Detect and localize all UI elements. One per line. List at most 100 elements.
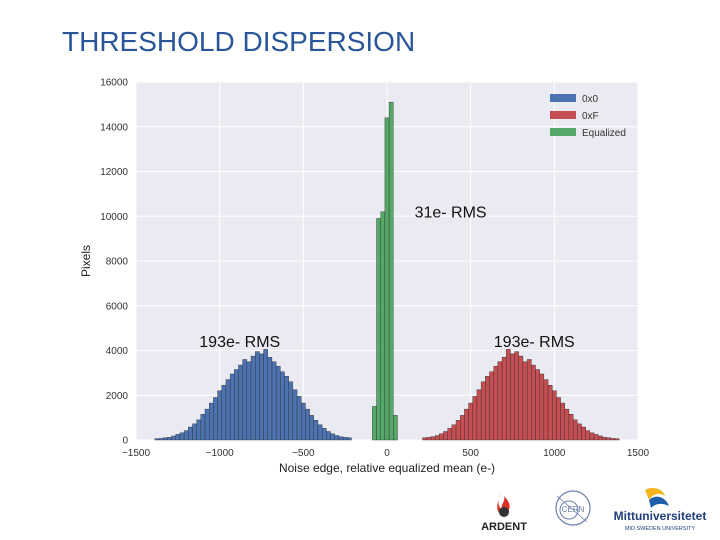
bar-0x0 [217,390,222,441]
bar-0xf [556,397,561,441]
bar-0x0 [196,419,202,441]
bar-0xf [493,365,499,441]
bar-0xf [598,435,603,441]
bar-0x0 [321,428,327,441]
legend-swatch-equalized [550,128,576,136]
legend: 0x0 0xF Equalized [550,94,626,139]
cern-logo: CERN [555,490,591,526]
tick-labels: 0200040006000800010000120001400016000−15… [100,78,649,460]
bar-0x0 [179,432,185,441]
x-tick-label: 0 [384,448,390,459]
bar-0x0 [213,397,218,441]
bar-0xf [439,433,444,441]
bar-0xf [531,364,536,441]
bar-0x0 [238,364,243,441]
bar-0x0 [167,437,172,441]
bar-0xf [543,379,549,441]
annotation-equalized-rms: 31e- RMS [415,204,487,221]
bar-0xf [589,432,595,441]
y-axis-label: Pixels [79,245,93,277]
bar-equalized [380,211,386,441]
bar-0x0 [330,433,335,441]
legend-label-0x0: 0x0 [582,94,599,105]
bar-equalized [372,406,377,441]
annotation-0x0-rms: 193e- RMS [199,334,280,351]
bar-0x0 [171,435,176,441]
bar-0xf [506,349,511,441]
bar-0xf [581,426,586,441]
legend-label-0xf: 0xF [582,111,599,122]
bar-0x0 [242,359,248,441]
bar-0xf [552,390,557,441]
legend-swatch-0xf [550,111,576,119]
bar-0x0 [301,402,306,441]
miun-sub: MID SWEDEN UNIVERSITY [625,526,696,532]
y-tick-label: 14000 [100,122,128,133]
bar-0xf [422,437,427,441]
bar-0xf [610,438,616,441]
y-tick-label: 0 [122,436,128,447]
y-tick-label: 16000 [100,78,128,89]
bar-0x0 [292,389,298,441]
bar-0xf [518,355,524,441]
histogram-bars [154,101,620,441]
bar-0xf [480,381,486,441]
bar-0x0 [288,381,294,441]
slide-title: THRESHOLD DISPERSION [62,26,416,57]
bar-0xf [485,376,490,441]
bar-0xf [434,435,440,441]
bar-equalized [388,101,394,441]
miun-name: Mittuniversitetet [614,509,707,523]
x-tick-label: −1000 [206,448,235,459]
bar-0x0 [221,384,227,441]
bar-0x0 [334,435,340,441]
svg-text:CERN: CERN [562,505,585,514]
bar-0x0 [280,371,285,441]
bar-0x0 [154,438,160,441]
bar-0xf [447,428,453,441]
bar-0x0 [313,420,319,441]
bar-0xf [535,369,540,441]
bar-0xf [522,361,528,441]
y-tick-label: 10000 [100,212,128,223]
bar-0x0 [271,361,277,441]
bar-0xf [476,389,482,441]
bar-0xf [568,414,574,441]
x-tick-label: −500 [292,448,315,459]
bar-0x0 [309,415,314,441]
bar-0xf [560,402,565,441]
bar-0xf [489,371,494,441]
bar-0xf [464,408,469,441]
bar-0x0 [284,376,289,441]
bar-0x0 [192,423,197,441]
bar-0x0 [338,436,344,441]
legend-label-equalized: Equalized [582,128,626,139]
bar-0xf [572,419,578,441]
bar-0xf [501,357,507,441]
bar-0xf [593,434,599,441]
bar-0x0 [342,437,348,441]
bar-0x0 [204,408,210,441]
bar-equalized [393,415,398,441]
bar-0x0 [305,408,310,441]
bar-0xf [564,408,570,441]
bar-0xf [451,424,457,441]
x-tick-label: 1000 [543,448,566,459]
bar-0x0 [200,414,206,441]
bar-0x0 [250,355,256,441]
bar-0x0 [326,431,331,441]
bar-0xf [602,437,607,441]
bar-equalized [384,117,390,441]
bar-0xf [614,438,620,441]
bar-0x0 [296,396,302,441]
bar-0xf [585,430,591,441]
bar-0xf [426,437,432,441]
bar-0xf [455,420,461,441]
bar-0xf [606,437,612,441]
bar-0x0 [183,430,189,441]
bar-0x0 [317,424,323,441]
bar-0xf [472,396,478,441]
x-axis-label: Noise edge, relative equalized mean (e-) [279,461,495,475]
y-tick-label: 12000 [100,167,128,178]
bar-0x0 [188,426,193,441]
